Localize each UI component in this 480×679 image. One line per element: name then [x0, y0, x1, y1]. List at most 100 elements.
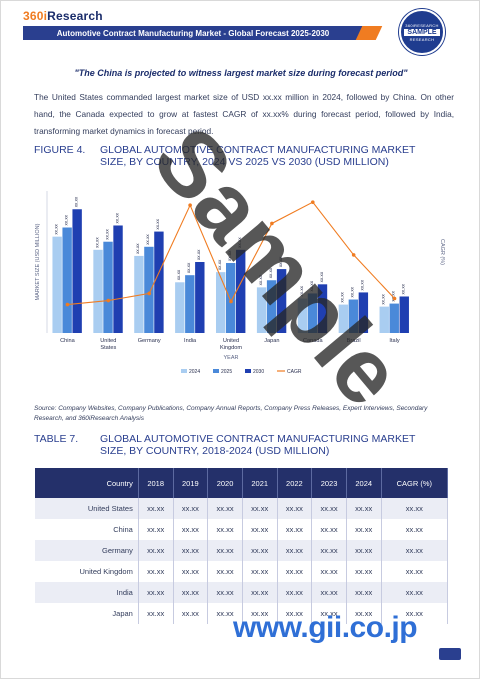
column-header: Country: [35, 468, 139, 498]
value-cell: xx.xx: [207, 498, 243, 519]
country-cell: United States: [35, 498, 139, 519]
table-row: India xx.xx xx.xx xx.xx xx.xx xx.xx xx.xx xx.xx…: [35, 582, 449, 603]
bar: [256, 287, 267, 333]
bar-data-label: xx.xx: [268, 267, 273, 278]
bar: [195, 262, 205, 333]
bar-data-label: xx.xx: [73, 196, 78, 207]
bar: [379, 306, 389, 333]
column-header: 2020: [207, 468, 243, 498]
cagr-point: [351, 253, 356, 257]
bar: [154, 231, 164, 333]
summary-paragraph: The United States commanded largest mark…: [34, 92, 454, 136]
value-cell: xx.xx: [173, 540, 209, 561]
value-cell: xx.xx: [138, 582, 174, 603]
value-cell: xx.xx: [138, 519, 174, 540]
value-cell: xx.xx: [277, 603, 313, 624]
bar-data-label: xx.xx: [340, 291, 345, 302]
website-link[interactable]: www.gii.co.jp: [233, 611, 418, 644]
value-cell: xx.xx: [173, 498, 209, 519]
x-tick-label: States: [100, 345, 116, 351]
bar-data-label: xx.xx: [155, 218, 160, 229]
value-cell: xx.xx: [242, 603, 278, 624]
bar-data-label: xx.xx: [217, 259, 222, 270]
bar-data-label: xx.xx: [360, 279, 365, 290]
value-cell: xx.xx: [381, 561, 449, 582]
table-caption: GLOBAL AUTOMOTIVE CONTRACT MANUFACTURING…: [100, 433, 416, 457]
bar-data-label: xx.xx: [309, 280, 314, 291]
country-cell: Germany: [35, 540, 139, 561]
table-row: China xx.xx xx.xx xx.xx xx.xx xx.xx xx.xx xx.xx…: [35, 519, 449, 540]
bar: [113, 225, 123, 333]
bar: [276, 269, 287, 333]
value-cell: xx.xx: [207, 582, 243, 603]
value-cell: xx.xx: [173, 603, 209, 624]
value-cell: xx.xx: [138, 498, 174, 519]
legend-label: 2030: [253, 369, 264, 375]
bar: [93, 249, 103, 333]
bar-data-label: xx.xx: [94, 237, 99, 248]
value-cell: xx.xx: [346, 582, 382, 603]
country-cell: Japan: [35, 603, 139, 624]
value-cell: xx.xx: [138, 540, 174, 561]
bar-data-label: xx.xx: [227, 250, 232, 261]
value-cell: xx.xx: [207, 561, 243, 582]
figure-caption: GLOBAL AUTOMOTIVE CONTRACT MANUFACTURING…: [100, 144, 416, 168]
x-axis-label: YEAR: [224, 355, 239, 361]
cagr-point: [147, 291, 152, 296]
value-cell: xx.xx: [242, 540, 278, 561]
value-cell: xx.xx: [381, 498, 449, 519]
bar-data-label: xx.xx: [258, 274, 263, 285]
bar: [317, 284, 328, 333]
value-cell: xx.xx: [381, 519, 449, 540]
x-tick-label: Kingdom: [220, 345, 242, 351]
value-cell: xx.xx: [311, 561, 347, 582]
bar: [62, 227, 72, 333]
bar: [103, 241, 113, 333]
x-tick-label: Italy: [389, 338, 399, 344]
cagr-point: [188, 203, 192, 207]
cagr-point: [310, 200, 315, 204]
table-row: United Kingdom xx.xx xx.xx xx.xx xx.xx xx.xx x…: [35, 561, 449, 582]
column-header: 2018: [138, 468, 174, 498]
legend-swatch: [213, 369, 219, 373]
bar: [399, 296, 409, 333]
country-cell: China: [35, 519, 139, 540]
bar: [216, 272, 226, 333]
bar-data-label: xx.xx: [135, 243, 140, 254]
x-tick-label: United: [223, 338, 239, 344]
value-cell: xx.xx: [138, 561, 174, 582]
value-cell: xx.xx: [346, 540, 382, 561]
report-title-banner: Automotive Contract Manufacturing Market…: [23, 26, 363, 40]
x-tick-label: Japan: [264, 338, 279, 344]
bar-data-label: xx.xx: [196, 249, 201, 260]
bar-data-label: xx.xx: [145, 234, 150, 245]
secondary-axis-label: CAGR (%): [439, 239, 445, 265]
bar-data-label: xx.xx: [319, 271, 324, 282]
bar: [338, 304, 349, 333]
bar: [266, 280, 277, 333]
country-cell: India: [35, 582, 139, 603]
column-header: CAGR (%): [381, 468, 449, 498]
x-tick-label: United: [100, 338, 116, 344]
bar-data-label: xx.xx: [237, 237, 242, 248]
bar: [297, 298, 308, 333]
value-cell: xx.xx: [311, 498, 347, 519]
value-cell: xx.xx: [242, 519, 278, 540]
value-cell: xx.xx: [311, 540, 347, 561]
value-cell: xx.xx: [311, 582, 347, 603]
country-cell: United Kingdom: [35, 561, 139, 582]
bar-data-label: xx.xx: [381, 293, 386, 304]
value-cell: xx.xx: [381, 582, 449, 603]
cagr-point: [229, 299, 233, 304]
market-size-table: Country 2018 2019 2020 2021 2022 2023 2024 CAGR …: [35, 468, 449, 624]
figure-number: FIGURE 4.: [34, 144, 86, 156]
value-cell: xx.xx: [173, 582, 209, 603]
y-axis-label: MARKET SIZE (USD MILLION): [35, 223, 41, 300]
market-size-chart: MARKET SIZE (USD MILLION) CAGR (%) xx.xx xx…: [35, 191, 445, 375]
bar: [52, 236, 62, 333]
bar: [236, 249, 246, 333]
bar-data-label: xx.xx: [104, 229, 109, 240]
table-row: Japan xx.xx xx.xx xx.xx xx.xx xx.xx xx.xx xx.xx…: [35, 603, 449, 624]
value-cell: xx.xx: [207, 540, 243, 561]
